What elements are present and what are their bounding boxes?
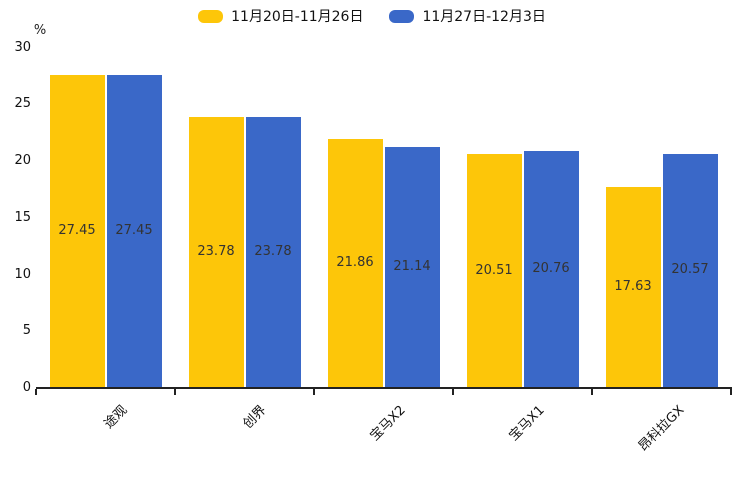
y-axis-tick-label: 20 <box>14 153 31 168</box>
bar-value-label: 17.63 <box>614 278 652 294</box>
x-axis-tick <box>313 389 315 395</box>
bar-value-label: 21.14 <box>393 259 431 275</box>
x-axis-category-label: 宝马X2 <box>367 402 409 444</box>
y-axis-tick-label: 5 <box>22 323 31 339</box>
legend-label: 11月27日-12月3日 <box>422 9 546 25</box>
y-axis-tick-label: 0 <box>22 380 31 395</box>
x-axis-category-label: 途观 <box>101 402 131 432</box>
legend-swatch-icon <box>389 9 415 23</box>
x-axis-tick <box>174 389 176 395</box>
y-axis-tick-label: 30 <box>14 39 31 55</box>
bar-value-label: 23.78 <box>197 244 235 260</box>
x-axis-tick <box>35 389 37 395</box>
bar-value-label: 20.57 <box>671 262 709 278</box>
bar <box>523 151 579 387</box>
legend-item: 11月20日-11月26日 <box>198 6 363 26</box>
x-axis-tick <box>452 389 454 395</box>
y-axis-tick-label: 10 <box>14 266 31 282</box>
bar <box>605 186 661 387</box>
x-axis-tick <box>730 389 732 395</box>
x-axis-category-label: 创界 <box>240 402 270 432</box>
bar <box>466 154 522 387</box>
x-axis-line <box>36 387 732 389</box>
bar <box>106 75 162 387</box>
x-axis-category-label: 昂科拉GX <box>635 402 687 455</box>
legend-item: 11月27日-12月3日 <box>389 6 546 26</box>
bar <box>327 138 383 387</box>
bar <box>662 153 718 387</box>
bar-value-label: 20.76 <box>532 261 570 277</box>
bar-value-label: 20.51 <box>475 262 513 278</box>
y-axis-tick-label: 15 <box>14 209 31 225</box>
bar-value-label: 27.45 <box>58 223 96 239</box>
legend-swatch-icon <box>198 9 224 23</box>
y-axis-tick-label: 25 <box>14 96 31 112</box>
legend-label: 11月20日-11月26日 <box>231 9 364 25</box>
bar-value-label: 27.45 <box>115 223 153 239</box>
bar <box>188 117 244 387</box>
y-axis-unit-label: % <box>33 23 47 38</box>
x-axis-tick <box>591 389 593 395</box>
bar-value-label: 21.86 <box>336 254 374 270</box>
bar <box>245 117 301 387</box>
bar <box>384 147 440 387</box>
bar-value-label: 23.78 <box>254 244 292 260</box>
x-axis-category-label: 宝马X1 <box>506 402 548 444</box>
bar <box>49 75 105 387</box>
legend: 11月20日-11月26日 11月27日-12月3日 <box>0 6 744 26</box>
